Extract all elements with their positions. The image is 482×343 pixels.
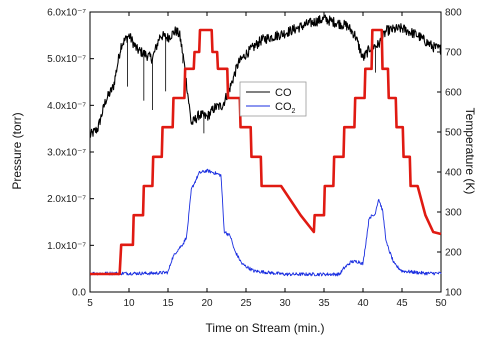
y-right-tick-label: 600: [445, 88, 462, 99]
x-tick-label: 15: [162, 298, 174, 309]
series-layer: [89, 14, 442, 277]
y-left-tick-label: 5.0x10⁻⁷: [47, 54, 86, 65]
legend: CO CO2: [239, 81, 307, 117]
legend-box: [239, 81, 307, 117]
legend-label-co: CO: [275, 87, 292, 99]
y-axis-right: 100 200 300 400 500 600 700 800: [437, 8, 462, 299]
y-right-tick-label: 400: [445, 168, 462, 179]
series-temperature: [90, 28, 442, 276]
series-co2: [89, 168, 442, 277]
x-tick-label: 20: [201, 298, 213, 309]
x-tick-label: 5: [87, 298, 93, 309]
x-tick-label: 35: [318, 298, 330, 309]
y-left-tick-label: 6.0x10⁻⁷: [47, 8, 86, 19]
legend-label-co2-subscript: 2: [292, 108, 296, 115]
y-right-tick-label: 700: [445, 48, 462, 59]
x-axis-title: Time on Stream (min.): [206, 321, 325, 335]
x-tick-label: 30: [279, 298, 291, 309]
y-axis-left: 0.0 1.0x10⁻⁷ 2.0x10⁻⁷ 3.0x10⁻⁷ 4.0x10⁻⁷ 5.0x1…: [47, 8, 94, 299]
x-tick-label: 40: [357, 298, 369, 309]
y-right-tick-label: 800: [445, 8, 462, 19]
x-tick-label: 25: [240, 298, 252, 309]
y-right-tick-label: 500: [445, 128, 462, 139]
y-axis-left-title: Pressure (torr): [10, 112, 24, 189]
y-left-tick-label: 4.0x10⁻⁷: [47, 101, 86, 112]
x-tick-label: 10: [123, 298, 135, 309]
y-axis-right-title: Temperature (K): [463, 108, 477, 195]
y-right-tick-label: 100: [445, 288, 462, 299]
y-left-tick-label: 3.0x10⁻⁷: [47, 148, 86, 159]
y-left-tick-label: 2.0x10⁻⁷: [47, 194, 86, 205]
x-tick-label: 45: [396, 298, 408, 309]
y-right-tick-label: 300: [445, 208, 462, 219]
x-axis: 5 10 15 20 25 30 35 40 45 50: [87, 12, 447, 309]
y-right-tick-label: 200: [445, 248, 462, 259]
y-left-tick-label: 1.0x10⁻⁷: [47, 241, 86, 252]
y-left-tick-label: 0.0: [72, 288, 86, 299]
legend-label-co2: CO2: [275, 101, 296, 115]
x-tick-label: 50: [435, 298, 447, 309]
